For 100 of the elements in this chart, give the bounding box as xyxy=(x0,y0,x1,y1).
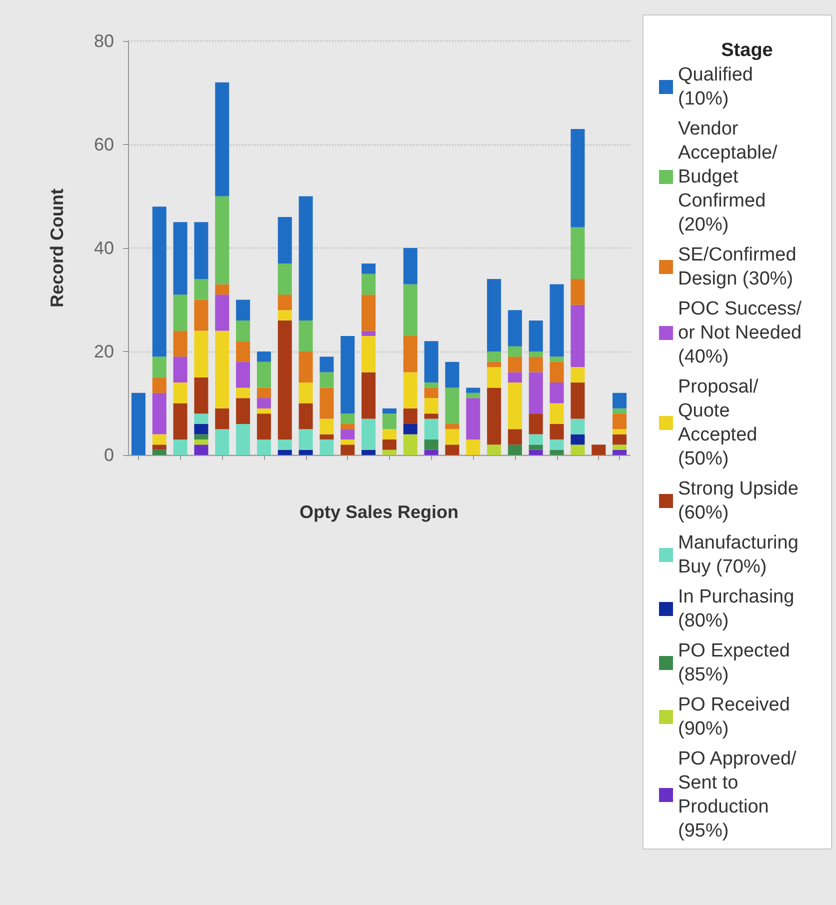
bar xyxy=(340,444,355,455)
bar xyxy=(466,388,480,393)
y-tick-label: 0 xyxy=(104,445,114,465)
bar xyxy=(403,284,418,336)
bar xyxy=(320,434,334,440)
bar xyxy=(340,429,355,440)
legend-label: Vendor Acceptable/Budget Confirmed (20%) xyxy=(678,118,778,236)
bar xyxy=(487,352,502,362)
bar xyxy=(173,439,188,455)
bar xyxy=(256,362,271,388)
bar xyxy=(152,356,166,378)
bar xyxy=(570,304,585,368)
bar xyxy=(362,450,376,455)
bar xyxy=(424,414,438,419)
bar xyxy=(508,346,522,357)
bar xyxy=(445,362,460,388)
bar xyxy=(570,434,585,445)
bar xyxy=(487,444,502,455)
bar xyxy=(152,206,166,357)
bar xyxy=(382,429,396,440)
bar xyxy=(487,279,502,352)
bar xyxy=(236,300,250,320)
y-tick-label: 40 xyxy=(94,238,114,258)
bar xyxy=(508,429,522,445)
bar xyxy=(487,367,502,388)
bar xyxy=(320,356,334,372)
bar xyxy=(382,450,396,455)
bar xyxy=(403,424,418,434)
bar xyxy=(152,450,166,455)
bar xyxy=(528,352,543,357)
bar xyxy=(403,372,418,408)
bar xyxy=(215,294,230,331)
bar xyxy=(215,284,230,295)
legend-label: SE/Confirmed Design (30%) xyxy=(678,244,796,290)
bar xyxy=(445,429,460,445)
bar xyxy=(570,444,585,455)
bar xyxy=(194,330,208,378)
bar xyxy=(362,274,376,295)
bar xyxy=(298,382,313,404)
bar xyxy=(256,414,271,440)
bar xyxy=(550,362,564,383)
bar xyxy=(340,439,355,445)
bar xyxy=(236,341,250,362)
bar xyxy=(340,336,355,414)
legend-label: POC Success/or Not Needed (40%) xyxy=(678,298,802,368)
bar xyxy=(403,434,418,455)
bar xyxy=(278,294,292,310)
y-tick-label: 60 xyxy=(94,134,114,154)
bar xyxy=(278,450,292,455)
bar xyxy=(424,341,438,383)
bar xyxy=(570,227,585,280)
bar xyxy=(152,434,166,445)
bar xyxy=(612,429,627,434)
bar xyxy=(445,444,460,455)
bar xyxy=(508,356,522,372)
bar xyxy=(550,424,564,440)
bar xyxy=(466,439,480,455)
bar xyxy=(215,429,230,455)
bar xyxy=(528,356,543,372)
bar xyxy=(487,362,502,368)
bar xyxy=(152,392,166,434)
bar xyxy=(403,336,418,372)
bar xyxy=(194,439,208,445)
bar xyxy=(194,434,208,440)
bar xyxy=(612,392,627,408)
bar xyxy=(340,414,355,424)
bar xyxy=(298,429,313,450)
bar xyxy=(550,450,564,455)
bar xyxy=(570,418,585,434)
bar xyxy=(362,418,376,450)
bar xyxy=(403,248,418,284)
bar xyxy=(194,300,208,331)
bar xyxy=(612,408,627,414)
bar xyxy=(256,439,271,455)
bar xyxy=(612,450,627,455)
bar xyxy=(173,356,188,383)
bar xyxy=(362,294,376,331)
bar xyxy=(362,330,376,336)
bar xyxy=(152,444,166,450)
bar xyxy=(215,82,230,196)
bar xyxy=(131,392,146,455)
bar xyxy=(173,222,188,295)
bar xyxy=(424,450,438,455)
bar xyxy=(424,418,438,440)
bar xyxy=(236,362,250,388)
bar xyxy=(570,279,585,305)
bar xyxy=(173,403,188,440)
bar xyxy=(173,330,188,357)
bar xyxy=(236,398,250,424)
bar xyxy=(320,439,334,455)
x-axis-title: Opty Sales Region xyxy=(299,502,459,522)
bar xyxy=(424,382,438,388)
bar xyxy=(508,310,522,346)
bar xyxy=(256,408,271,414)
y-tick-label: 80 xyxy=(94,31,114,51)
bar xyxy=(570,382,585,419)
bar xyxy=(528,450,543,455)
bar xyxy=(194,414,208,424)
y-axis-title: Record Count xyxy=(47,188,67,308)
y-tick-label: 20 xyxy=(94,342,114,362)
